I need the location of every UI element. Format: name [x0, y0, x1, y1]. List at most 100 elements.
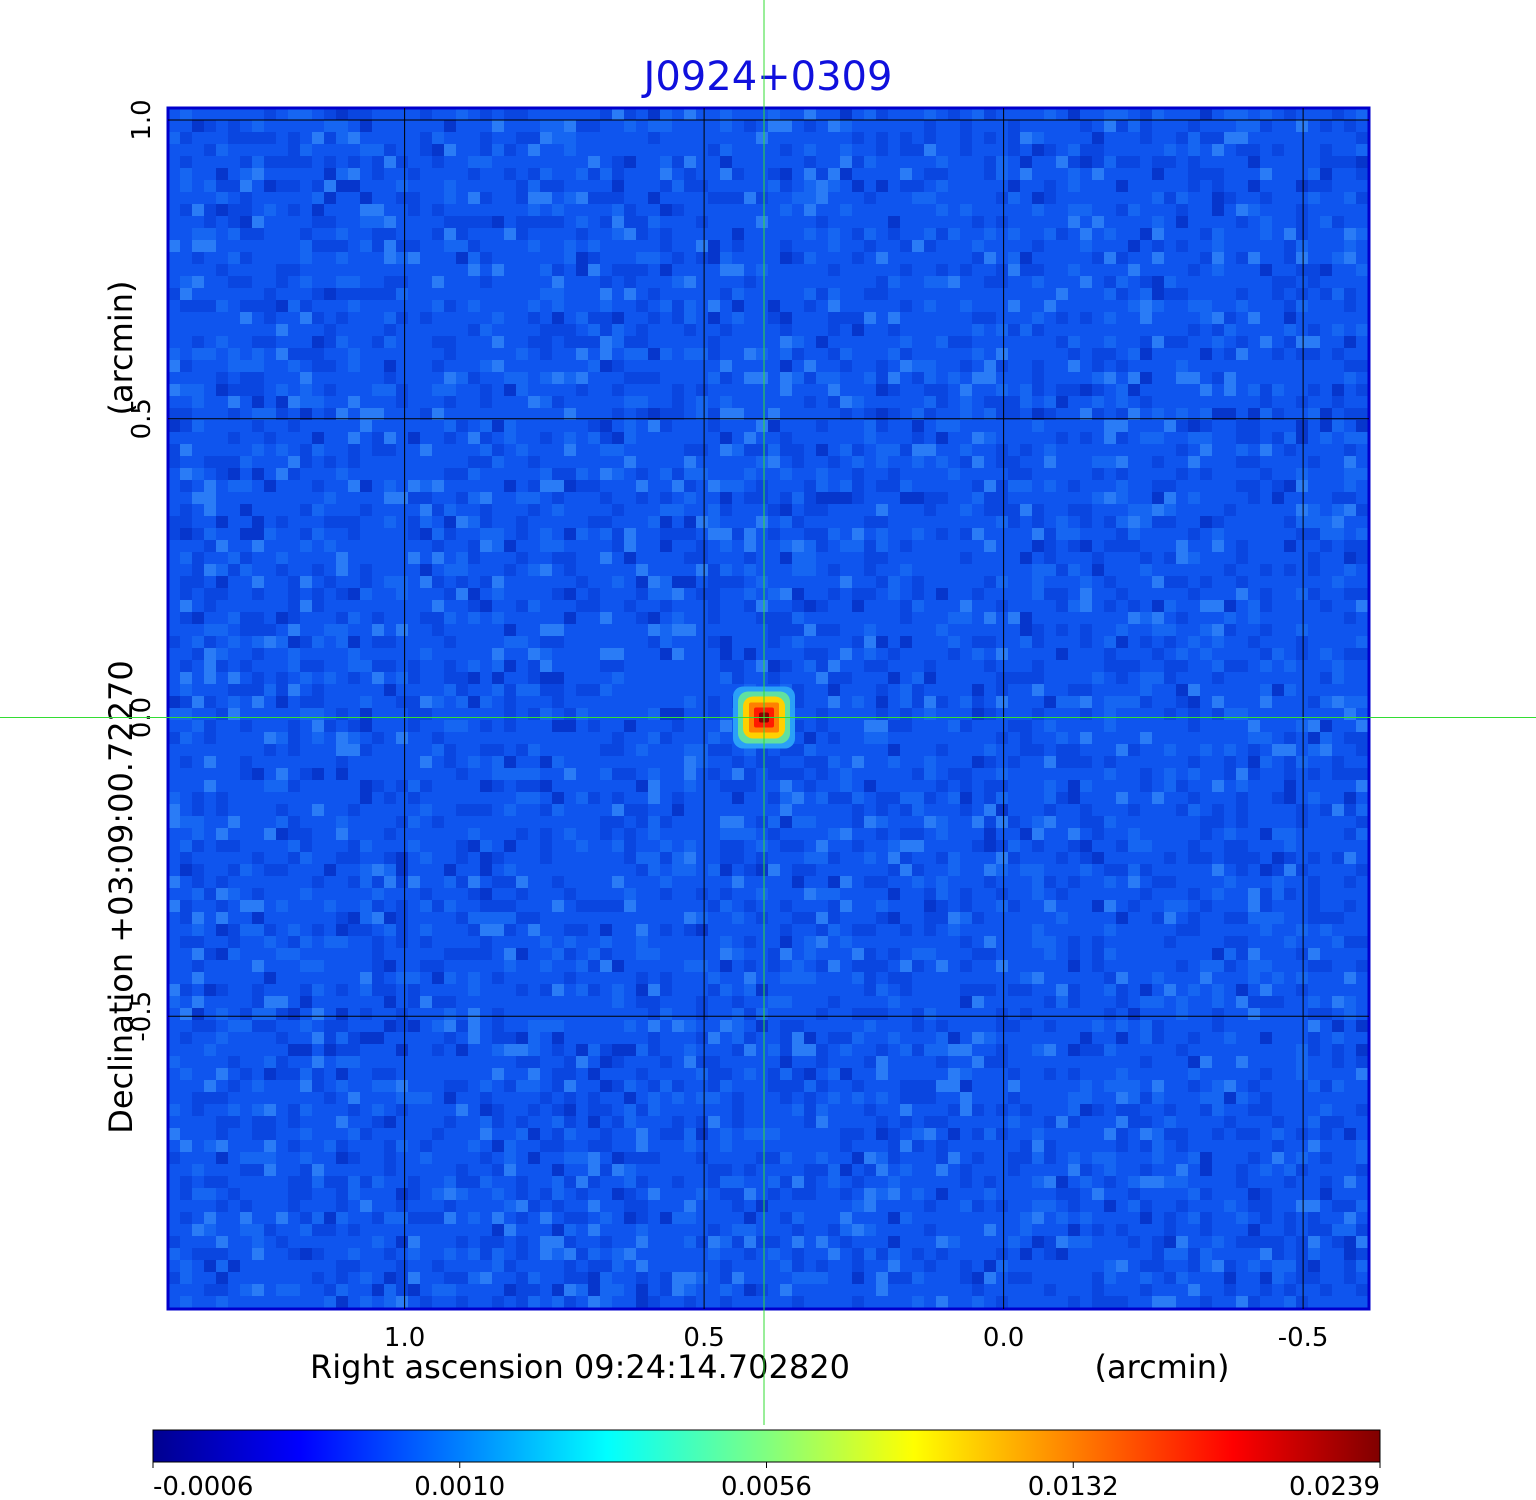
image-pixel [660, 576, 672, 588]
image-pixel [1296, 816, 1308, 828]
image-pixel [1188, 984, 1200, 996]
image-pixel [504, 708, 516, 720]
image-pixel [864, 984, 876, 996]
image-pixel [564, 1176, 576, 1188]
image-pixel [732, 996, 744, 1008]
image-pixel [348, 108, 360, 120]
image-pixel [1212, 1092, 1224, 1104]
image-pixel [888, 408, 900, 420]
image-pixel [468, 876, 480, 888]
image-pixel [984, 660, 996, 672]
image-pixel [1104, 984, 1116, 996]
image-pixel [960, 612, 972, 624]
image-pixel [1296, 240, 1308, 252]
image-pixel [432, 360, 444, 372]
image-pixel [288, 684, 300, 696]
image-pixel [468, 324, 480, 336]
image-pixel [252, 684, 264, 696]
image-pixel [192, 720, 204, 732]
image-pixel [240, 1284, 252, 1296]
image-pixel [360, 504, 372, 516]
image-pixel [528, 192, 540, 204]
image-pixel [444, 516, 456, 528]
image-pixel [420, 504, 432, 516]
image-pixel [984, 936, 996, 948]
image-pixel [1152, 996, 1164, 1008]
image-pixel [936, 432, 948, 444]
image-pixel [588, 1104, 600, 1116]
image-pixel [1332, 1236, 1344, 1248]
image-pixel [1356, 1152, 1368, 1164]
image-pixel [852, 1272, 864, 1284]
image-pixel [624, 828, 636, 840]
image-pixel [396, 1008, 408, 1020]
image-pixel [564, 336, 576, 348]
image-pixel [240, 612, 252, 624]
image-pixel [360, 924, 372, 936]
image-pixel [180, 1260, 192, 1272]
image-pixel [1008, 192, 1020, 204]
image-pixel [600, 552, 612, 564]
image-pixel [612, 996, 624, 1008]
image-pixel [684, 1128, 696, 1140]
image-pixel [960, 384, 972, 396]
image-pixel [1356, 264, 1368, 276]
image-pixel [1236, 1296, 1248, 1308]
image-pixel [996, 732, 1008, 744]
image-pixel [408, 984, 420, 996]
image-pixel [408, 240, 420, 252]
image-pixel [384, 432, 396, 444]
image-pixel [432, 204, 444, 216]
image-pixel [504, 1200, 516, 1212]
image-pixel [432, 1020, 444, 1032]
image-pixel [516, 1272, 528, 1284]
image-pixel [480, 1152, 492, 1164]
image-pixel [384, 1116, 396, 1128]
image-pixel [1344, 480, 1356, 492]
image-pixel [852, 1092, 864, 1104]
image-pixel [1152, 336, 1164, 348]
image-pixel [216, 1200, 228, 1212]
image-pixel [1224, 876, 1236, 888]
image-pixel [660, 168, 672, 180]
image-pixel [1140, 228, 1152, 240]
image-pixel [588, 684, 600, 696]
image-pixel [444, 396, 456, 408]
image-pixel [684, 312, 696, 324]
image-pixel [924, 132, 936, 144]
image-pixel [480, 1176, 492, 1188]
image-pixel [1116, 972, 1128, 984]
image-pixel [264, 732, 276, 744]
image-pixel [576, 1188, 588, 1200]
image-pixel [1356, 636, 1368, 648]
image-pixel [192, 792, 204, 804]
image-pixel [384, 384, 396, 396]
image-pixel [648, 864, 660, 876]
image-pixel [1224, 1284, 1236, 1296]
image-pixel [228, 252, 240, 264]
image-pixel [588, 192, 600, 204]
image-pixel [1140, 780, 1152, 792]
image-pixel [480, 276, 492, 288]
image-pixel [516, 1056, 528, 1068]
image-pixel [1104, 1080, 1116, 1092]
image-pixel [1272, 1128, 1284, 1140]
image-pixel [192, 960, 204, 972]
image-pixel [444, 1116, 456, 1128]
image-pixel [1236, 108, 1248, 120]
image-pixel [588, 1092, 600, 1104]
image-pixel [852, 1032, 864, 1044]
image-pixel [756, 1284, 768, 1296]
image-pixel [276, 864, 288, 876]
image-pixel [1308, 336, 1320, 348]
image-pixel [1164, 1176, 1176, 1188]
image-pixel [180, 300, 192, 312]
image-pixel [504, 480, 516, 492]
image-pixel [744, 1284, 756, 1296]
image-pixel [1188, 720, 1200, 732]
image-pixel [1296, 180, 1308, 192]
image-pixel [552, 804, 564, 816]
image-pixel [1224, 600, 1236, 612]
image-pixel [444, 420, 456, 432]
image-pixel [540, 852, 552, 864]
